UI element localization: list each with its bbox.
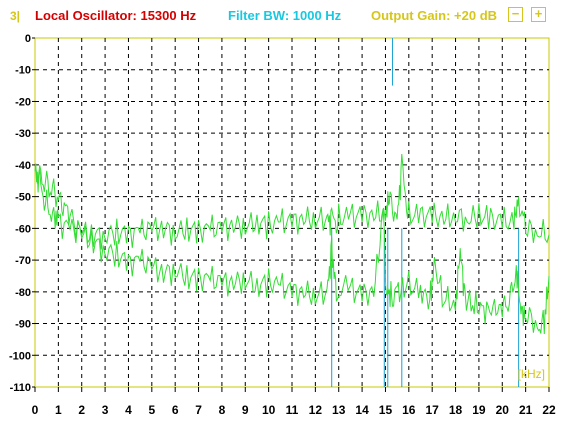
x-tick-label: 8 [219, 403, 226, 417]
x-tick-label: 19 [472, 403, 486, 417]
x-tick-label: 12 [309, 403, 323, 417]
x-tick-label: 13 [332, 403, 346, 417]
x-tick-label: 18 [449, 403, 463, 417]
x-tick-label: 9 [242, 403, 249, 417]
x-tick-label: 20 [496, 403, 510, 417]
x-tick-label: 2 [78, 403, 85, 417]
y-tick-label: -30 [15, 128, 31, 140]
y-tick-label: -90 [15, 319, 31, 331]
x-tick-label: 14 [355, 403, 369, 417]
x-tick-label: 15 [379, 403, 393, 417]
x-tick-label: 11 [286, 403, 299, 417]
y-tick-label: -80 [15, 287, 31, 299]
x-tick-label: 5 [148, 403, 155, 417]
x-tick-label: 3 [102, 403, 109, 417]
x-tick-label: 22 [542, 403, 556, 417]
y-tick-label: -70 [15, 255, 31, 267]
x-unit-label: [kHz] [518, 367, 545, 381]
x-tick-label: 0 [32, 403, 39, 417]
y-tick-label: -20 [15, 96, 31, 108]
x-tick-label: 4 [125, 403, 132, 417]
y-axis-ticks: 0 -10 -20 -30 -40 -50 -60 -70 -80 -90 -100 -110 [9, 33, 35, 394]
y-tick-label: -100 [9, 350, 31, 362]
y-tick-label: -110 [10, 382, 31, 394]
x-tick-label: 7 [195, 403, 202, 417]
y-tick-label: 0 [25, 33, 31, 45]
x-axis-ticks: 0 1 2 3 4 5 6 7 8 9 10 11 12 13 14 15 16 17 18 19 20 21 22 [32, 387, 556, 417]
x-tick-label: 17 [426, 403, 440, 417]
y-tick-label: -50 [15, 192, 31, 204]
x-tick-label: 10 [262, 403, 276, 417]
y-tick-label: -40 [15, 160, 31, 172]
x-tick-label: 6 [172, 403, 179, 417]
x-tick-label: 16 [402, 403, 416, 417]
x-tick-label: 21 [519, 403, 533, 417]
trace-lines [35, 154, 549, 334]
y-tick-label: -10 [15, 65, 31, 77]
x-tick-label: 1 [55, 403, 62, 417]
y-tick-label: -60 [15, 223, 31, 235]
